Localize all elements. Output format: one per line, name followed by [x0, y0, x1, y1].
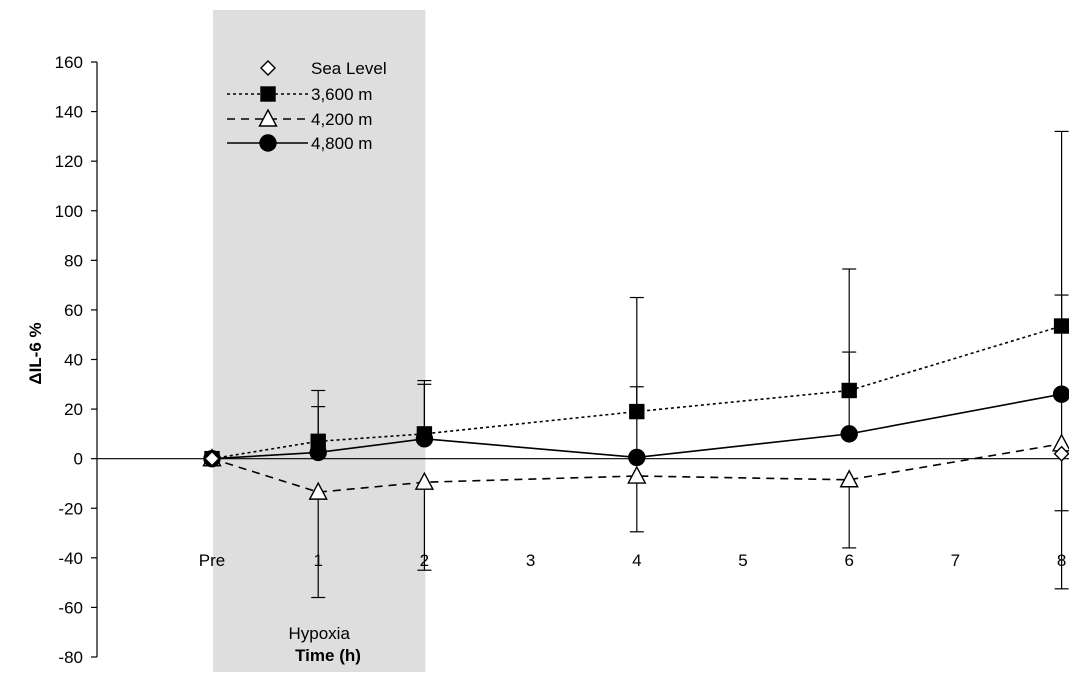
data-point [309, 443, 327, 462]
x-tick-label: 4 [632, 551, 641, 570]
series-line [211, 325, 1062, 460]
x-tick-label: 5 [738, 551, 747, 570]
y-tick-label: 0 [74, 450, 83, 469]
x-tick-label: 1 [313, 551, 322, 570]
data-point [1053, 445, 1069, 462]
data-point [839, 469, 859, 488]
y-tick-label: 100 [55, 202, 83, 221]
y-tick-label: 140 [55, 103, 83, 122]
series-line [211, 393, 1062, 460]
hypoxia-label: Hypoxia [288, 624, 350, 643]
y-tick-label: 120 [55, 152, 83, 171]
legend-label: 4,800 m [311, 134, 372, 153]
y-tick-label: 60 [64, 301, 83, 320]
y-tick-label: -40 [58, 549, 83, 568]
x-tick-label: 6 [844, 551, 853, 570]
data-point [308, 481, 328, 500]
y-tick-label: 160 [55, 53, 83, 72]
hypoxia-shaded-region [213, 10, 426, 672]
y-tick-label: 80 [64, 251, 83, 270]
data-point [415, 430, 434, 448]
legend-label: Sea Level [311, 59, 387, 78]
data-point [629, 403, 645, 420]
legend-label: 4,200 m [311, 110, 372, 129]
legend-marker [260, 86, 276, 102]
x-tick-label: 8 [1057, 551, 1066, 570]
x-tick-label: 2 [420, 551, 429, 570]
y-tick-label: -60 [58, 598, 83, 617]
data-point [840, 425, 858, 443]
data-point [627, 465, 647, 484]
legend-marker [260, 60, 276, 76]
data-point [1053, 318, 1069, 334]
legend-label: 3,600 m [311, 85, 372, 104]
y-tick-label: 20 [64, 400, 83, 419]
y-tick-label: -80 [58, 648, 83, 667]
y-axis-title: ΔIL-6 % [26, 322, 45, 384]
data-point [414, 471, 435, 490]
data-point [1052, 385, 1069, 403]
data-point [204, 450, 220, 467]
x-axis-title: Time (h) [295, 646, 361, 665]
data-point [628, 448, 646, 467]
x-tick-label: 7 [951, 551, 960, 570]
y-tick-label: 40 [64, 351, 83, 370]
x-tick-label: 3 [526, 551, 535, 570]
legend-marker [258, 108, 278, 127]
data-point [841, 382, 857, 399]
y-tick-label: -20 [58, 499, 83, 518]
x-tick-label: Pre [199, 551, 225, 570]
series-line [211, 443, 1062, 493]
legend-marker [259, 134, 277, 152]
